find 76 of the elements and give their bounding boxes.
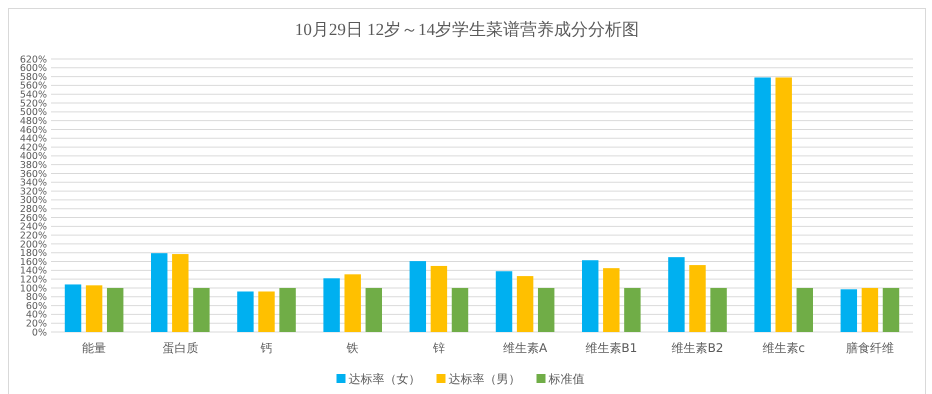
bar <box>582 260 598 332</box>
bar <box>193 288 210 332</box>
bar <box>344 274 361 332</box>
x-tick-label: 维生素A <box>502 341 548 355</box>
y-tick-label: 120% <box>20 274 47 286</box>
y-tick-label: 80% <box>26 292 47 304</box>
y-tick-label: 320% <box>20 186 47 198</box>
y-tick-label: 420% <box>20 142 47 154</box>
y-tick-label: 40% <box>26 310 47 321</box>
y-tick-label: 580% <box>20 72 47 83</box>
bar <box>150 253 168 332</box>
bar <box>496 271 512 332</box>
y-tick-label: 560% <box>20 80 47 92</box>
bar <box>668 257 685 332</box>
bar <box>258 291 275 332</box>
y-tick-label: 540% <box>20 90 47 101</box>
bar <box>172 254 189 332</box>
chart-title: 10月29日 12岁～14岁学生菜谱营养成分分析图 <box>294 20 640 39</box>
legend-label: 达标率（女） <box>348 372 420 386</box>
bar <box>862 288 878 332</box>
y-tick-label: 400% <box>20 151 47 162</box>
y-tick-label: 460% <box>20 124 47 136</box>
y-tick-label: 200% <box>20 239 47 250</box>
bar <box>106 288 124 332</box>
y-tick-label: 340% <box>20 178 47 189</box>
y-tick-label: 380% <box>20 160 47 171</box>
bar <box>603 268 620 332</box>
y-tick-label: 620% <box>20 54 47 66</box>
bar <box>840 289 858 332</box>
bar <box>710 288 727 332</box>
x-tick-label: 铁 <box>346 341 359 355</box>
bar <box>624 288 641 332</box>
bar <box>516 276 534 332</box>
x-tick-label: 锌 <box>432 341 445 355</box>
x-tick-label: 钙 <box>260 341 272 355</box>
legend-label: 达标率（男） <box>448 372 520 386</box>
y-tick-label: 300% <box>20 195 47 206</box>
x-tick-label: 蛋白质 <box>162 341 198 355</box>
y-tick-label: 100% <box>20 283 47 294</box>
y-tick-label: 0% <box>32 327 47 338</box>
bar <box>323 278 340 332</box>
bar <box>754 77 771 332</box>
y-tick-label: 260% <box>20 212 47 224</box>
bar <box>410 261 426 332</box>
y-tick-label: 520% <box>20 98 47 110</box>
bar <box>882 288 900 332</box>
x-tick-label: 维生素B2 <box>672 341 724 355</box>
y-tick-label: 140% <box>20 266 47 277</box>
bar <box>452 288 468 332</box>
y-tick-label: 600% <box>20 63 47 74</box>
x-tick-label: 维生素c <box>762 341 806 355</box>
bar <box>86 285 102 332</box>
bar <box>237 291 254 332</box>
y-tick-label: 160% <box>20 256 47 268</box>
y-tick-label: 60% <box>26 300 47 312</box>
y-tick-label: 360% <box>20 168 47 180</box>
bar <box>366 288 382 332</box>
bar <box>775 77 792 332</box>
y-tick-label: 480% <box>20 116 47 127</box>
bar <box>430 266 448 332</box>
y-tick-label: 240% <box>20 222 47 233</box>
bar <box>64 284 82 332</box>
y-tick-label: 180% <box>20 248 47 260</box>
bar <box>689 265 706 332</box>
y-tick-label: 280% <box>20 204 47 216</box>
x-tick-label: 能量 <box>82 341 106 355</box>
legend-label: 标准值 <box>548 372 584 386</box>
y-tick-label: 20% <box>26 318 47 330</box>
x-tick-label: 维生素B1 <box>585 341 638 355</box>
bar <box>279 288 296 332</box>
y-tick-label: 500% <box>20 107 47 118</box>
bar <box>538 288 554 332</box>
y-tick-label: 220% <box>20 230 47 242</box>
y-tick-label: 440% <box>20 134 47 145</box>
x-tick-label: 膳食纤维 <box>846 341 894 355</box>
bar <box>796 288 814 332</box>
